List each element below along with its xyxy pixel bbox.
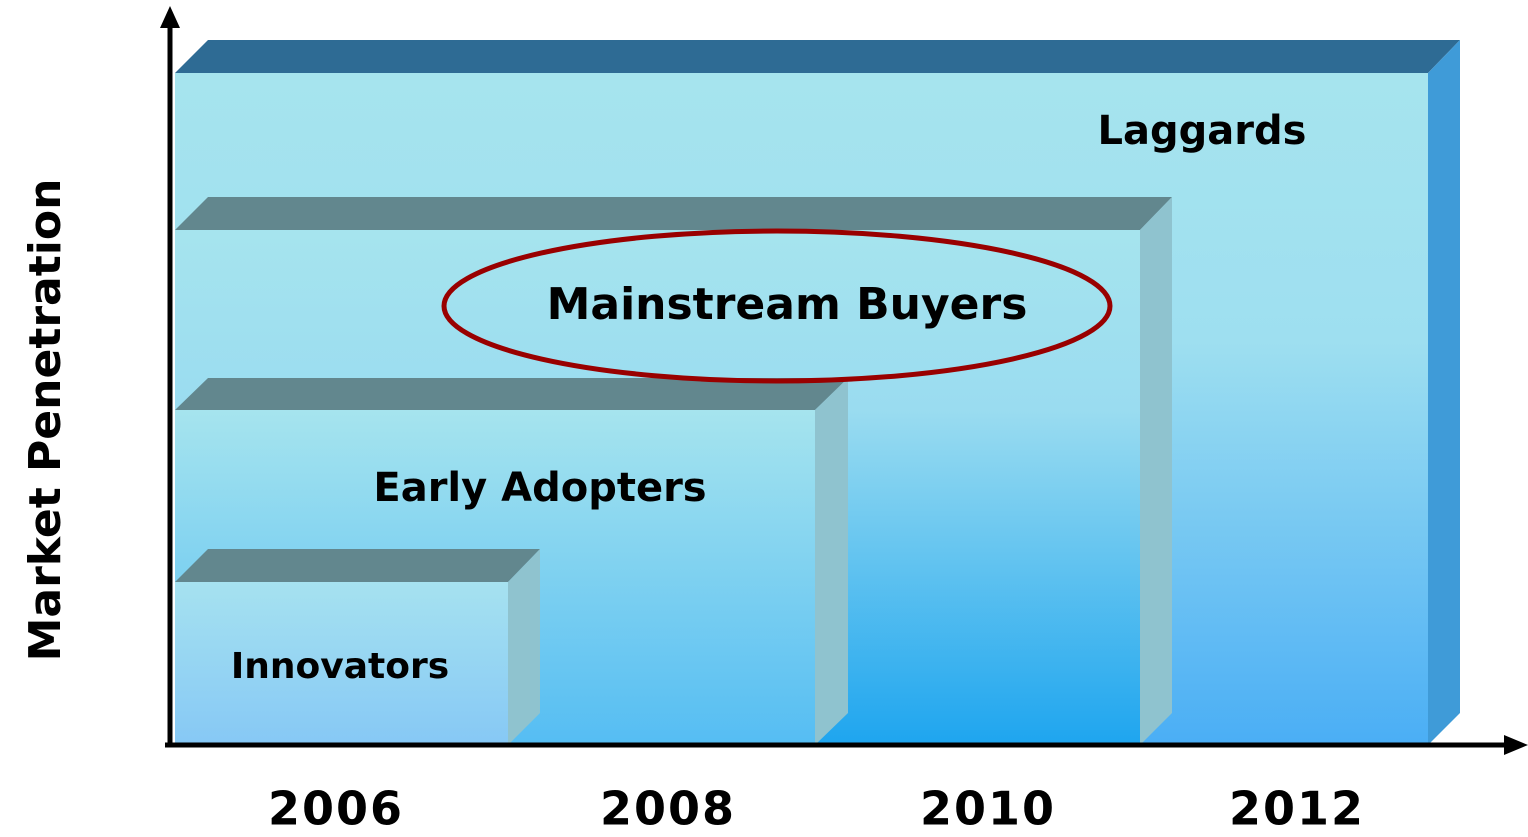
axes [160, 6, 1528, 755]
segment-label: Mainstream Buyers [547, 279, 1028, 330]
highlight-ellipse [441, 228, 1113, 384]
segment-label: Early Adopters [373, 465, 706, 511]
segment-label: Laggards [1098, 108, 1307, 154]
year-label: 2012 [1229, 782, 1365, 836]
axis-label: Market Penetration [20, 179, 71, 662]
year-label: 2006 [268, 782, 404, 836]
year-label: 2010 [920, 782, 1056, 836]
year-label: 2008 [600, 782, 736, 836]
segment-label: Innovators [231, 646, 449, 687]
box-innovators [175, 549, 540, 745]
